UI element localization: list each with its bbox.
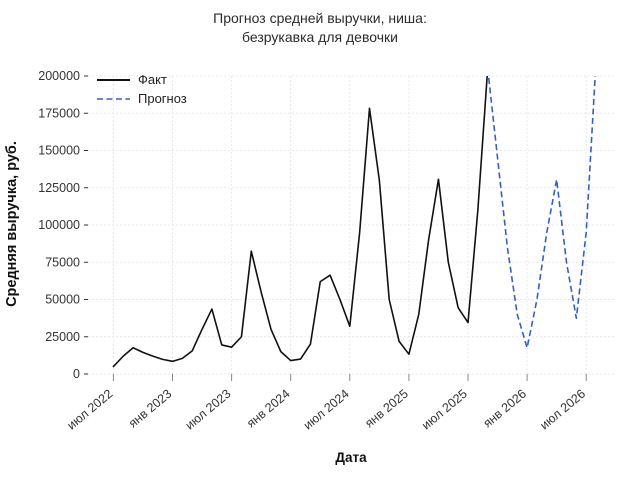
svg-text:175000: 175000 — [38, 106, 80, 120]
svg-text:50000: 50000 — [45, 293, 80, 307]
svg-text:Дата: Дата — [335, 450, 367, 465]
svg-text:200000: 200000 — [38, 69, 80, 83]
svg-text:125000: 125000 — [38, 181, 80, 195]
svg-text:Прогноз: Прогноз — [138, 91, 187, 106]
svg-text:Факт: Факт — [138, 72, 167, 87]
svg-text:150000: 150000 — [38, 144, 80, 158]
svg-text:75000: 75000 — [45, 255, 80, 269]
svg-text:Средняя выручка, руб.: Средняя выручка, руб. — [4, 141, 20, 307]
svg-text:100000: 100000 — [38, 218, 80, 232]
svg-text:0: 0 — [73, 367, 80, 381]
svg-text:25000: 25000 — [45, 330, 80, 344]
